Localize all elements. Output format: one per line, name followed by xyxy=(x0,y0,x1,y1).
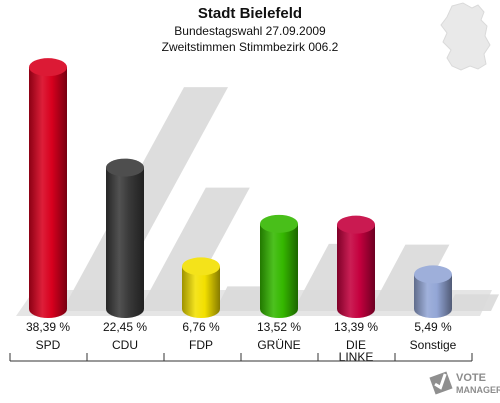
bar-0 xyxy=(29,67,67,318)
value-label-4: 13,39 % xyxy=(334,320,378,334)
chart-title: Stadt Bielefeld xyxy=(197,5,303,22)
category-label-0: SPD xyxy=(36,338,61,352)
logo-vote-text: VOTE xyxy=(456,372,486,384)
bar-5 xyxy=(414,274,452,318)
bar-top-4 xyxy=(337,215,375,234)
bar-4 xyxy=(337,224,375,318)
bar-top-0 xyxy=(29,58,67,77)
value-label-5: 5,49 % xyxy=(414,320,452,334)
bar-top-1 xyxy=(106,158,144,177)
chart-subtitle-election: Bundestagswahl 27.09.2009 xyxy=(174,24,326,38)
bar-shadow-0 xyxy=(62,87,229,311)
bar-shadow-1 xyxy=(139,187,250,311)
category-label-4: LINKE xyxy=(339,350,374,364)
category-label-2: FDP xyxy=(189,338,213,352)
bar-shadow-4 xyxy=(370,244,450,311)
logo-manager-text: MANAGER xyxy=(456,385,500,395)
bar-top-2 xyxy=(182,257,220,276)
category-label-1: CDU xyxy=(112,338,138,352)
value-label-3: 13,52 % xyxy=(257,320,301,334)
value-label-1: 22,45 % xyxy=(103,320,147,334)
vote-manager-logo: VOTE MANAGER xyxy=(428,368,500,398)
bar-2 xyxy=(182,266,220,318)
value-label-2: 6,76 % xyxy=(182,320,220,334)
category-label-5: Sonstige xyxy=(410,338,457,352)
bar-3 xyxy=(260,223,298,318)
chart-header: Stadt Bielefeld Bundestagswahl 27.09.200… xyxy=(0,5,500,55)
value-label-0: 38,39 % xyxy=(26,320,70,334)
bar-shadow-2 xyxy=(215,286,272,311)
bar-top-3 xyxy=(260,214,298,233)
category-label-4: DIE xyxy=(346,338,366,352)
category-label-3: GRÜNE xyxy=(257,338,300,352)
chart-subtitle-district: Zweitstimmen Stimmbezirk 006.2 xyxy=(161,40,339,54)
bar-1 xyxy=(106,167,144,318)
bar-shadow-5 xyxy=(447,294,500,311)
bar-top-5 xyxy=(414,265,452,284)
